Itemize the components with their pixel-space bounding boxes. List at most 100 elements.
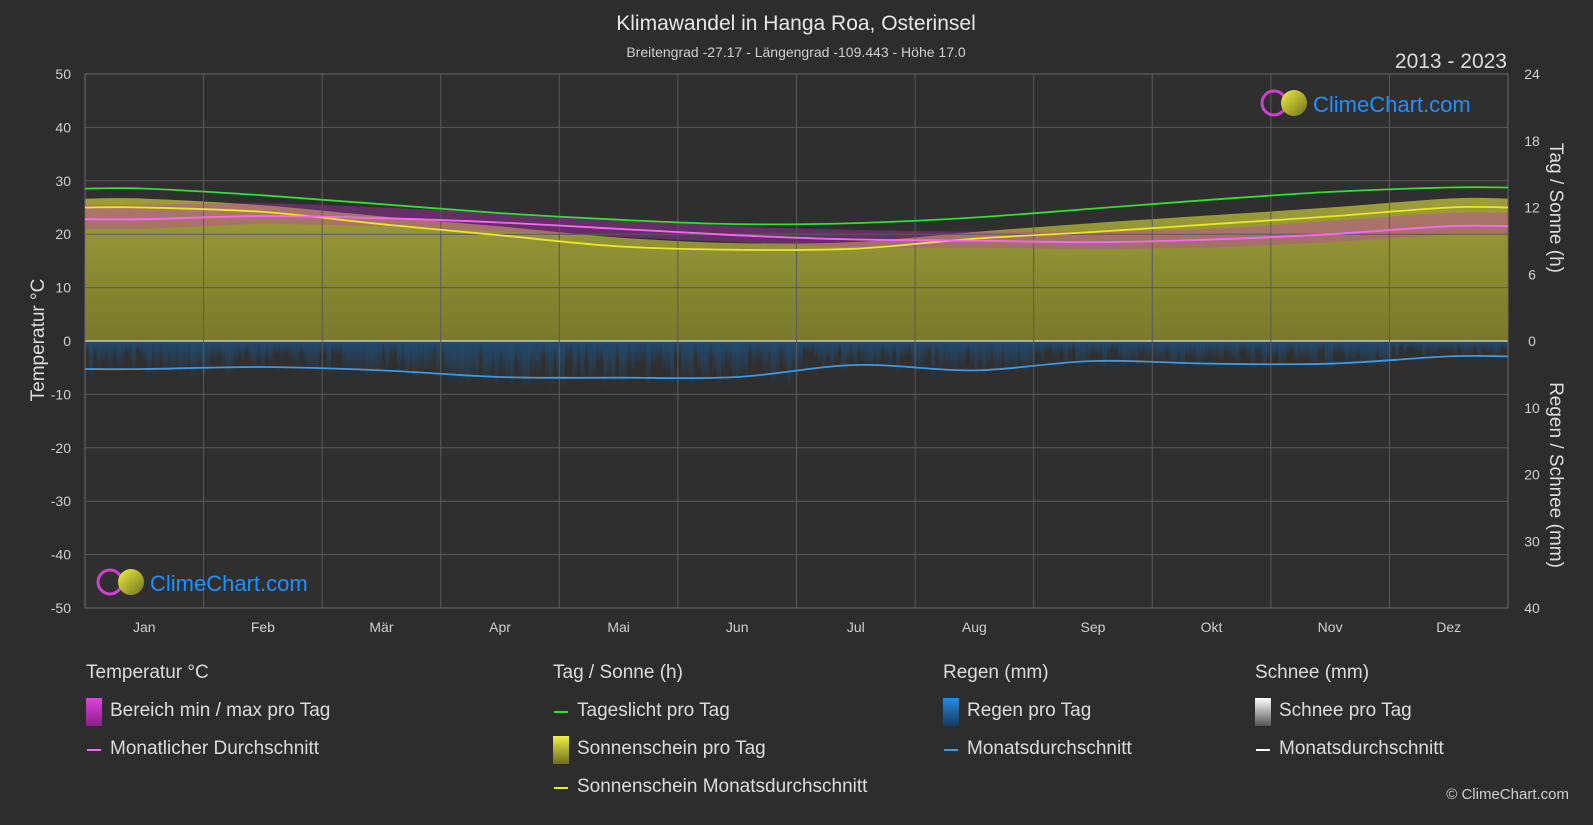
rain-day-bar bbox=[876, 341, 881, 365]
rain-day-bar bbox=[1200, 341, 1205, 361]
rain-day-bar bbox=[268, 341, 273, 364]
rain-day-bar bbox=[1231, 341, 1236, 359]
rain-day-bar bbox=[1406, 341, 1411, 349]
rain-day-bar bbox=[1285, 341, 1291, 356]
rain-day-bar bbox=[1235, 341, 1240, 365]
x-tick-label: Sep bbox=[1080, 619, 1105, 635]
legend-item: Monatsdurchschnitt bbox=[943, 736, 1132, 774]
rain-day-bar bbox=[1250, 341, 1255, 369]
rain-day-bar bbox=[1207, 341, 1213, 355]
rain-day-bar bbox=[127, 341, 133, 357]
rain-day-bar bbox=[817, 341, 823, 363]
rain-day-bar bbox=[1106, 341, 1111, 357]
rain-day-bar bbox=[1246, 341, 1252, 357]
rain-day-bar bbox=[202, 341, 207, 378]
rain-day-bar bbox=[104, 341, 109, 364]
rain-day-bar bbox=[155, 341, 160, 369]
rain-day-bar bbox=[779, 341, 784, 357]
rain-day-bar bbox=[494, 341, 499, 385]
rain-day-bar bbox=[973, 341, 979, 375]
rain-day-bar bbox=[650, 341, 655, 365]
rain-day-bar bbox=[260, 341, 265, 371]
chart-subtitle: Breitengrad -27.17 - Längengrad -109.443… bbox=[626, 44, 966, 60]
rain-day-bar bbox=[763, 341, 768, 372]
rain-day-bar bbox=[1157, 341, 1162, 361]
rain-day-bar bbox=[833, 341, 838, 361]
rain-swatch-icon bbox=[943, 698, 959, 726]
rain-day-bar bbox=[775, 341, 780, 376]
rain-day-bar bbox=[190, 341, 195, 378]
rain-day-bar bbox=[938, 341, 944, 370]
y-tick-label-left: -30 bbox=[51, 493, 71, 509]
rain-day-bar bbox=[841, 341, 846, 372]
rain-day-bar bbox=[903, 341, 908, 357]
legend-group-temperature: Temperatur °C Bereich min / max pro Tag … bbox=[86, 660, 330, 774]
rain-day-bar bbox=[1102, 341, 1107, 367]
rain-day-bar bbox=[389, 341, 394, 358]
rain-day-bar bbox=[1441, 341, 1446, 351]
rain-day-bar bbox=[595, 341, 600, 362]
rain-day-bar bbox=[545, 341, 550, 375]
rain-day-bar bbox=[790, 341, 795, 371]
rain-day-bar bbox=[205, 341, 211, 369]
legend-item: Monatsdurchschnitt bbox=[1255, 736, 1444, 774]
rain-day-bar bbox=[1445, 341, 1450, 352]
rain-day-bar bbox=[552, 341, 558, 365]
rain-day-bar bbox=[1067, 341, 1072, 356]
legend-item: Schnee pro Tag bbox=[1255, 698, 1444, 736]
rain-day-bar bbox=[186, 341, 191, 365]
rain-day-bar bbox=[303, 341, 308, 364]
y-axis-left-label: Temperatur °C bbox=[28, 279, 49, 402]
rain-day-bar bbox=[1278, 341, 1283, 366]
rain-day-bar bbox=[1305, 341, 1310, 358]
y-tick-label-right-top: 24 bbox=[1524, 66, 1540, 82]
rain-day-bar bbox=[849, 341, 854, 358]
rain-day-bar bbox=[1040, 341, 1045, 361]
rain-day-bar bbox=[1461, 341, 1466, 356]
rain-day-bar bbox=[1094, 341, 1099, 355]
y-tick-label-left: -40 bbox=[51, 547, 71, 563]
rain-day-bar bbox=[1129, 341, 1135, 361]
rain-day-bar bbox=[997, 341, 1002, 371]
rain-day-bar bbox=[934, 341, 940, 357]
rain-day-bar bbox=[689, 341, 694, 385]
rain-day-bar bbox=[895, 341, 901, 372]
rain-day-bar bbox=[580, 341, 585, 382]
rain-day-bar bbox=[568, 341, 573, 356]
rain-day-bar bbox=[673, 341, 678, 357]
rain-day-bar bbox=[942, 341, 947, 363]
rain-day-bar bbox=[837, 341, 842, 353]
rain-day-bar bbox=[439, 341, 445, 357]
rain-day-bar bbox=[1324, 341, 1330, 368]
rain-day-bar bbox=[396, 341, 402, 373]
rain-day-bar bbox=[1219, 341, 1224, 360]
rain-day-bar bbox=[708, 341, 714, 359]
rain-day-bar bbox=[1457, 341, 1462, 351]
rain-day-bar bbox=[884, 341, 889, 359]
rain-day-bar bbox=[1133, 341, 1138, 361]
rain-day-bar bbox=[981, 341, 986, 376]
legend-item: Tageslicht pro Tag bbox=[553, 698, 867, 736]
y-tick-label-left: 0 bbox=[63, 333, 71, 349]
rain-day-bar bbox=[853, 341, 858, 368]
rain-day-bar bbox=[564, 341, 569, 360]
rain-day-bar bbox=[1009, 341, 1014, 369]
rain-day-bar bbox=[412, 341, 417, 377]
y-tick-label-left: 20 bbox=[55, 226, 71, 242]
rain-day-bar bbox=[194, 341, 199, 374]
legend-group-snow: Schnee (mm) Schnee pro Tag Monatsdurchsc… bbox=[1255, 660, 1444, 774]
rain-day-bar bbox=[677, 341, 682, 359]
rain-day-bar bbox=[755, 341, 760, 360]
rain-day-bar bbox=[662, 341, 667, 369]
rain-day-bar bbox=[498, 341, 503, 367]
rain-day-bar bbox=[135, 341, 140, 353]
rain-day-bar bbox=[1281, 341, 1287, 364]
rain-day-bar bbox=[151, 341, 156, 364]
rain-day-bar bbox=[229, 341, 234, 373]
rain-day-bar bbox=[373, 341, 378, 375]
rain-day-bar bbox=[174, 341, 179, 367]
x-tick-label: Nov bbox=[1318, 619, 1343, 635]
rain-day-bar bbox=[326, 341, 331, 375]
rain-day-bar bbox=[537, 341, 542, 373]
rain-day-bar bbox=[1313, 341, 1318, 370]
